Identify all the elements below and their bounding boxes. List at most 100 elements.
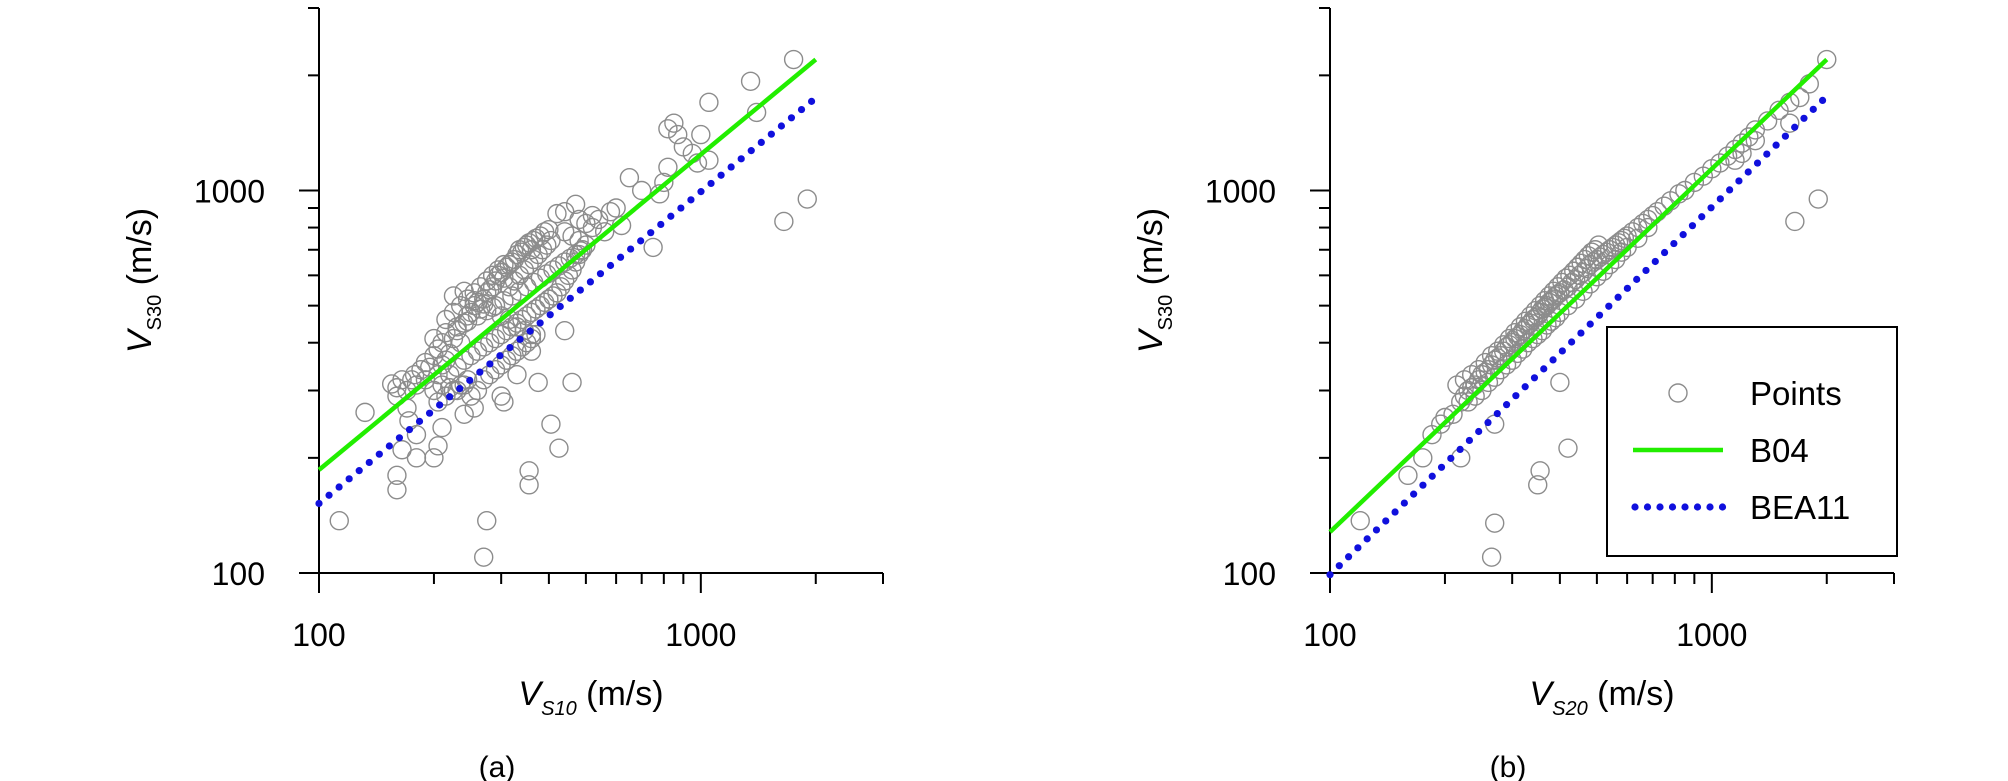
data-point — [797, 189, 817, 209]
data-point — [464, 291, 484, 311]
data-point — [1496, 355, 1517, 375]
y-axis-title: VS30 (m/s) — [121, 208, 166, 353]
bea11-dot — [1633, 275, 1641, 283]
data-point — [494, 392, 514, 412]
bea11-dot — [325, 491, 333, 499]
data-point — [464, 398, 484, 418]
data-point — [436, 309, 456, 330]
bea11-dot — [415, 417, 424, 425]
data-point — [436, 386, 456, 406]
bea11-dot — [335, 483, 343, 491]
bea11-dot — [807, 97, 816, 105]
data-point — [1605, 249, 1626, 270]
data-point — [1585, 240, 1605, 260]
data-point — [600, 202, 621, 222]
data-point — [554, 320, 575, 341]
bea11-dot — [566, 294, 574, 302]
bea11-dot — [1540, 365, 1548, 373]
legend-bea11-dot — [1718, 503, 1727, 511]
data-point — [461, 386, 481, 406]
data-point — [1745, 130, 1766, 151]
legend-bea11-dot — [1631, 503, 1639, 511]
bea11-dot — [1419, 481, 1427, 489]
bea11-dot — [365, 458, 373, 467]
data-point — [1454, 370, 1475, 390]
data-point — [740, 71, 761, 91]
bea11-dot — [405, 425, 414, 434]
legend-bea11-dot — [1643, 503, 1652, 511]
y-tick-label: 100 — [212, 556, 265, 592]
bea11-dot — [1670, 239, 1678, 248]
data-point — [1488, 341, 1508, 361]
data-point — [477, 511, 497, 531]
data-point — [447, 317, 467, 337]
data-point — [457, 311, 478, 332]
bea11-dot — [1698, 213, 1706, 221]
data-point — [480, 364, 500, 385]
data-point — [474, 294, 494, 314]
bea11-dot — [767, 130, 775, 138]
data-point — [424, 448, 444, 468]
bea11-dot — [677, 204, 685, 212]
bea11-dot — [627, 245, 635, 253]
bea11-dot — [1586, 320, 1594, 328]
data-point — [1580, 274, 1600, 294]
data-point — [1545, 307, 1566, 328]
data-point — [1468, 360, 1489, 380]
bea11-dot — [1809, 105, 1817, 113]
data-point — [454, 404, 474, 424]
bea11-dot — [1688, 222, 1697, 230]
bea11-dot — [446, 393, 454, 401]
bea11-dot — [345, 475, 353, 483]
data-point — [1611, 242, 1632, 262]
bea11-dot — [496, 352, 504, 360]
data-point — [387, 465, 407, 486]
data-point — [1435, 407, 1455, 428]
data-point — [1588, 235, 1609, 255]
bea11-dot — [707, 179, 715, 188]
data-point — [658, 119, 678, 139]
bea11-dot — [1800, 114, 1808, 122]
x-tick-label: 1000 — [1676, 617, 1747, 653]
b04-line — [1328, 57, 1829, 534]
data-point — [392, 440, 412, 460]
data-point — [477, 271, 497, 291]
bea11-dot — [687, 196, 695, 204]
data-point — [1350, 511, 1370, 531]
legend-bea11-dot — [1681, 503, 1689, 511]
data-point — [1599, 254, 1620, 275]
x-tick-label: 100 — [292, 617, 345, 653]
data-point — [1710, 153, 1730, 173]
data-point — [428, 436, 448, 456]
bea11-dot — [1660, 248, 1669, 257]
bea11-dot — [1363, 535, 1371, 543]
data-point — [440, 364, 460, 385]
data-point — [582, 205, 603, 226]
data-point — [1582, 242, 1602, 262]
data-point — [643, 237, 663, 258]
y-axis-title: VS30 (m/s) — [1132, 208, 1177, 353]
data-point — [1580, 254, 1600, 275]
bea11-dot — [1428, 472, 1436, 480]
data-point — [1552, 272, 1572, 293]
bea11-dot — [536, 319, 544, 327]
bea11-dot — [717, 171, 725, 179]
data-point — [406, 424, 427, 445]
bea11-dot — [697, 188, 705, 196]
bea11-dot — [637, 237, 645, 245]
data-point — [699, 92, 719, 113]
data-point — [1507, 343, 1528, 364]
data-point — [432, 417, 452, 438]
data-point — [1413, 448, 1433, 468]
legend-box — [1606, 326, 1898, 557]
data-point — [541, 414, 561, 434]
bea11-dot — [1605, 302, 1613, 310]
bea11-dot — [1781, 132, 1789, 140]
bea11-dot — [1707, 204, 1715, 212]
data-point — [1593, 261, 1614, 281]
data-point — [1499, 328, 1520, 349]
bea11-dot — [375, 450, 383, 458]
data-point — [436, 322, 456, 343]
data-point — [1550, 372, 1570, 393]
